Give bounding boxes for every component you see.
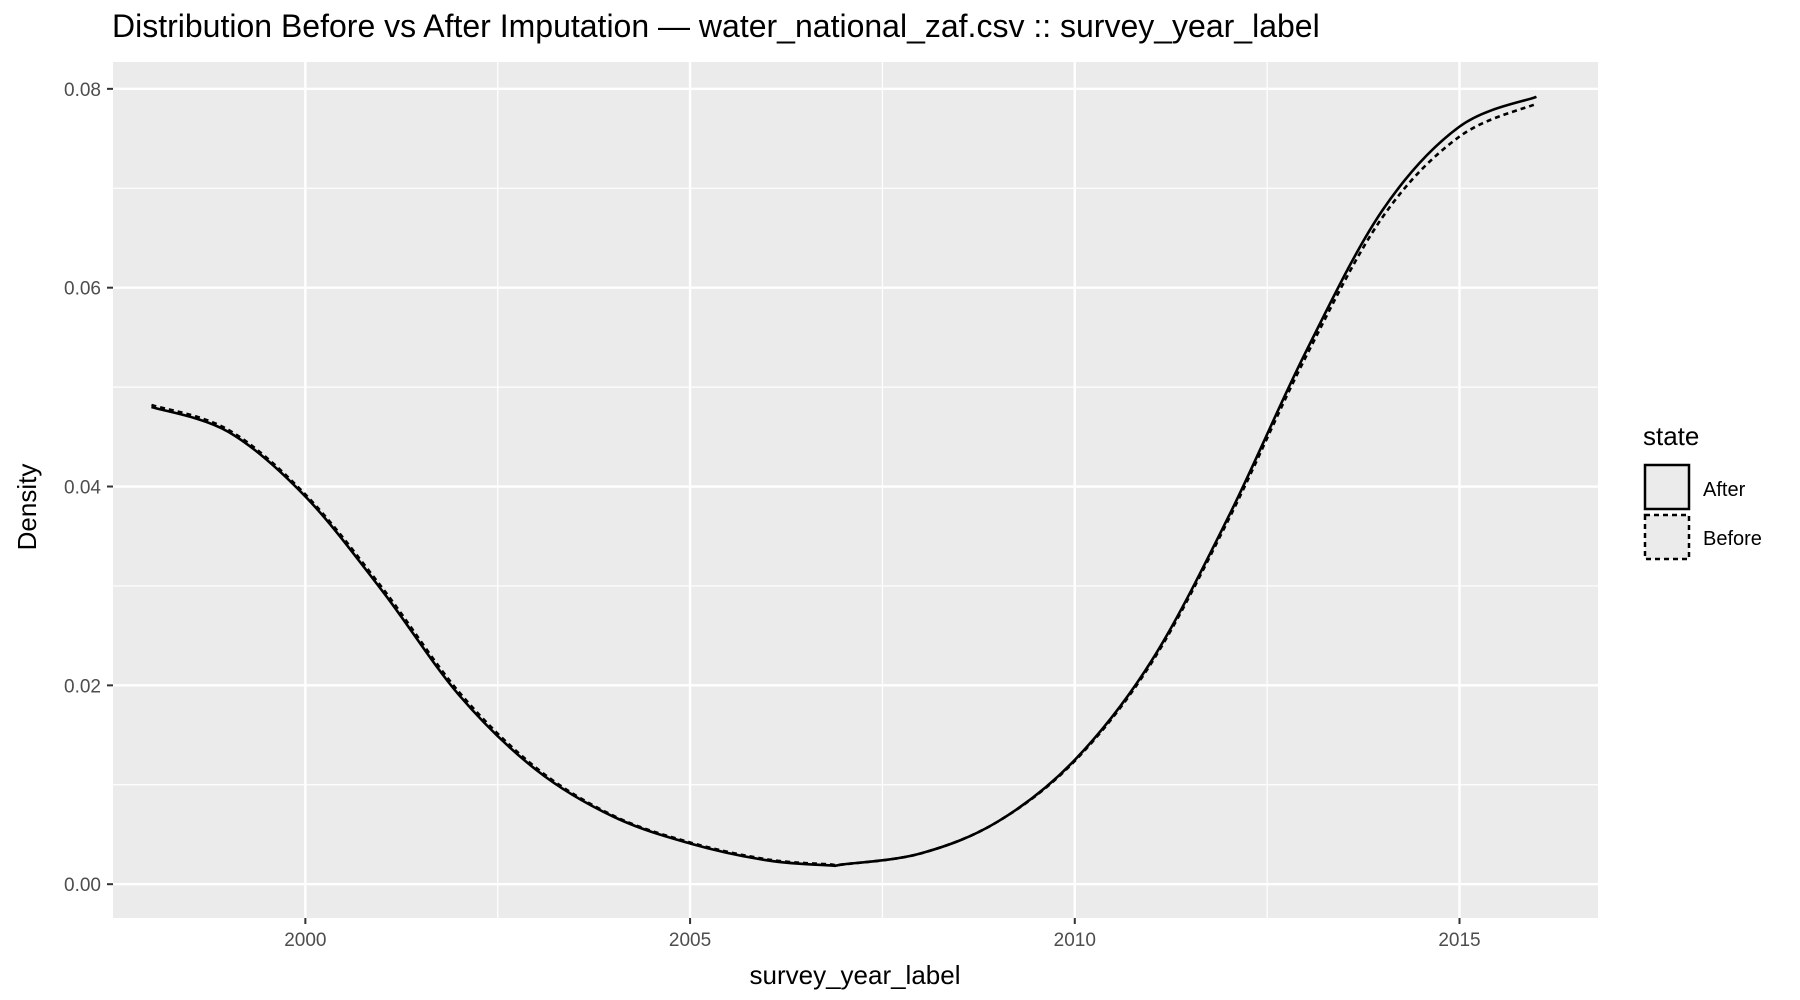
grid-lines [113,62,1598,918]
x-axis: 2000 2005 2010 2015 [284,918,1481,951]
y-tick-label: 0.06 [64,279,101,300]
chart-title: Distribution Before vs After Imputation … [112,8,1320,44]
x-tick-label: 2010 [1054,930,1096,951]
legend-key-before [1643,513,1691,561]
series-lines [151,95,1537,868]
legend-label-after: After [1703,479,1746,501]
plot-panel [113,62,1598,918]
y-tick-label: 0.04 [64,478,101,499]
legend-key-after [1643,463,1691,511]
y-axis-title: Density [12,464,42,551]
x-axis-title: survey_year_label [749,960,960,990]
series-line-before [151,102,1537,867]
y-axis: 0.00 0.02 0.04 0.06 0.08 [64,80,113,896]
x-tick-label: 2005 [669,930,711,951]
series-line-after [151,95,1537,868]
x-tick-label: 2015 [1438,930,1480,951]
y-tick-label: 0.00 [64,875,101,896]
legend-title: state [1643,421,1699,451]
legend-label-before: Before [1703,528,1762,550]
y-tick-label: 0.08 [64,80,101,101]
legend: state After Before [1643,421,1762,561]
x-tick-label: 2000 [284,930,326,951]
y-tick-label: 0.02 [64,676,101,697]
